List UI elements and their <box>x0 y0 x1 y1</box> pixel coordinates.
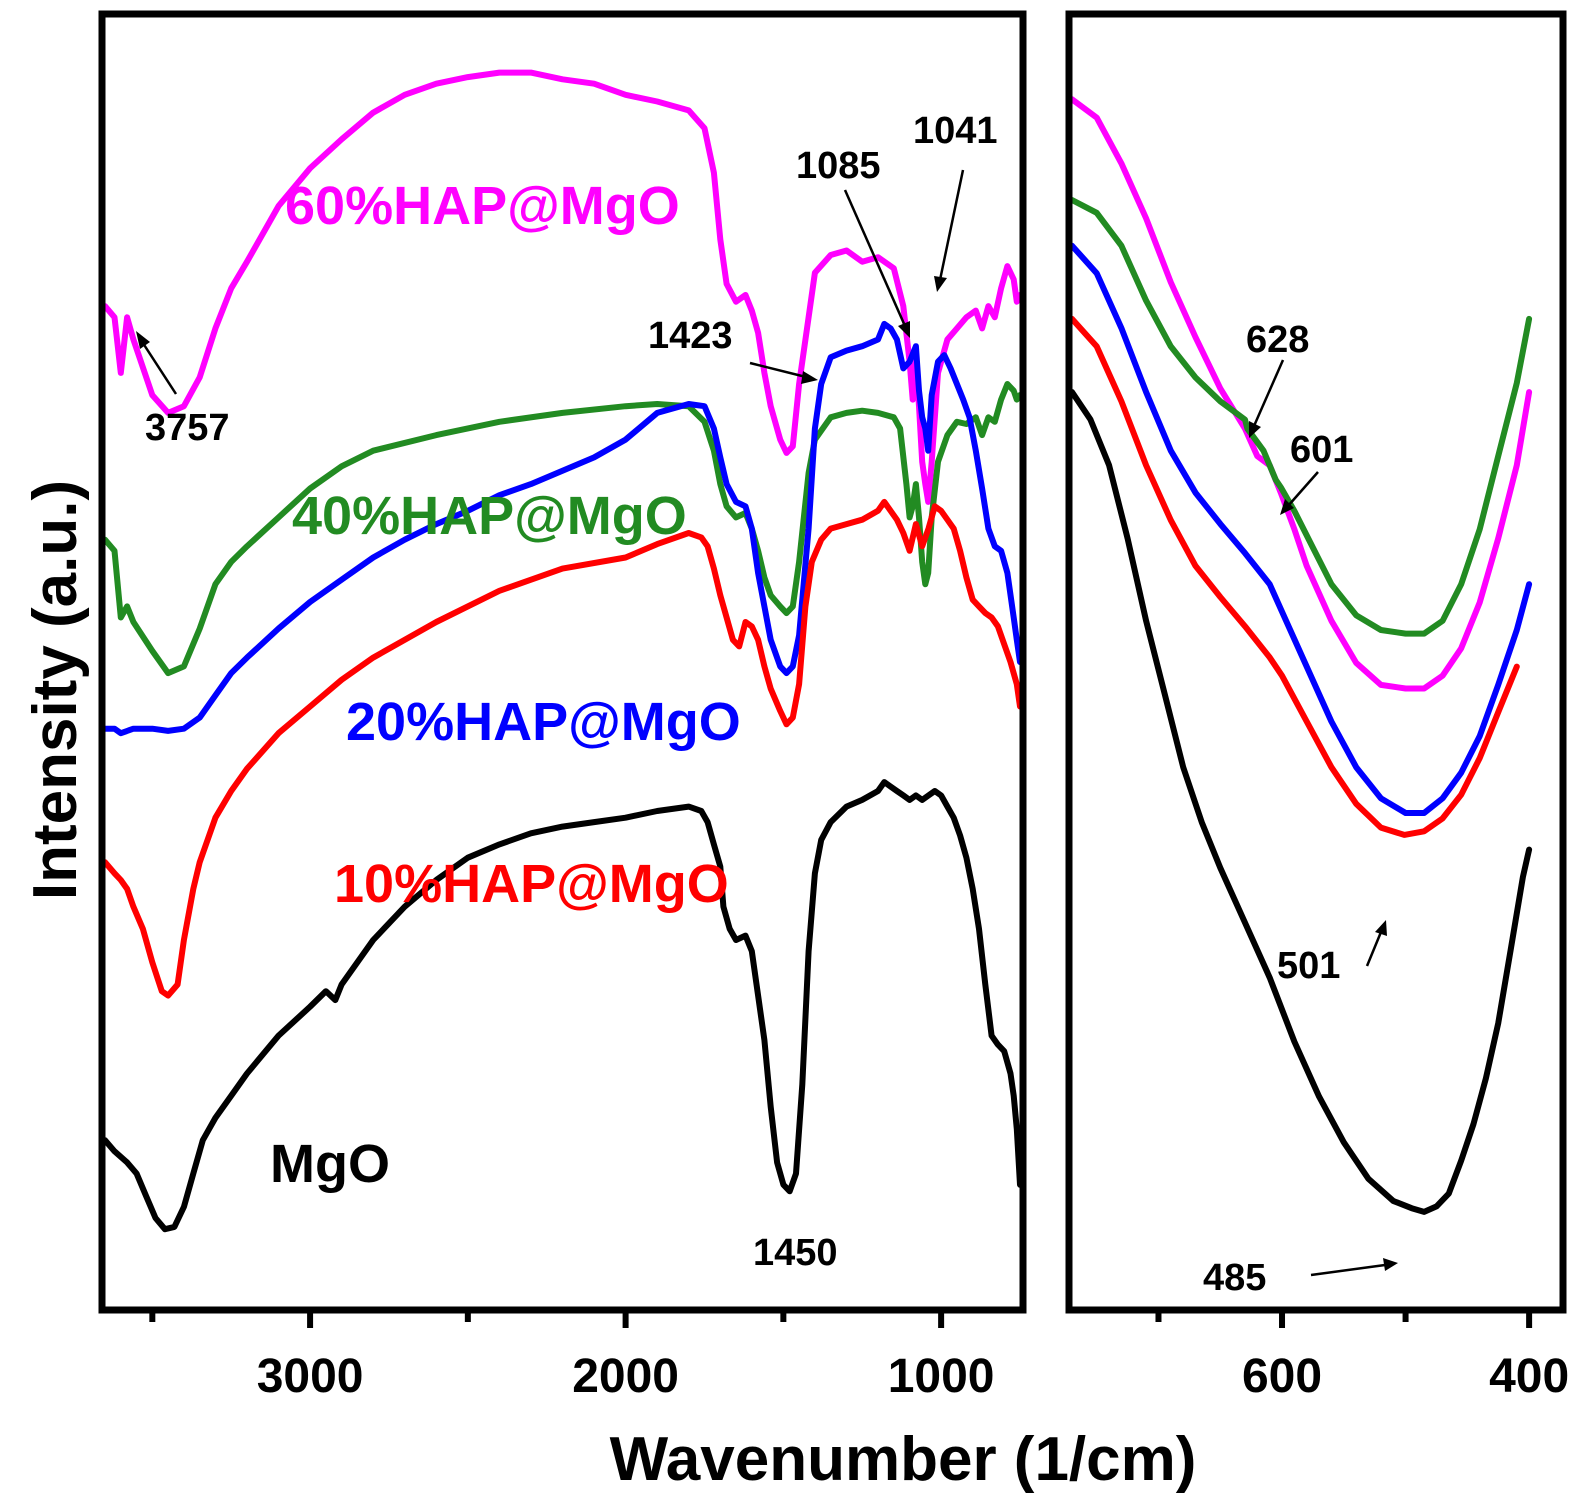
y-axis-title: Intensity (a.u.) <box>21 480 90 900</box>
annotation-1041: 1041 <box>913 110 998 292</box>
left-tick-label-1000: 1000 <box>888 1350 995 1403</box>
left-series-mgo <box>102 779 1023 1233</box>
annotation-601-label: 601 <box>1290 429 1353 471</box>
annotation-485: 485 <box>1203 1257 1398 1299</box>
x-axis-title: Wavenumber (1/cm) <box>610 1425 1197 1494</box>
left-series-60-hap-mgo <box>102 69 1023 505</box>
annotation-601: 601 <box>1280 429 1353 515</box>
annotation-628: 628 <box>1246 319 1309 438</box>
right-panel-series <box>1069 96 1533 1215</box>
right-panel-frame <box>1065 10 1567 1314</box>
left-series-10-hap-mgo <box>102 498 1023 999</box>
annotation-1085-label: 1085 <box>796 145 881 187</box>
right-series-40-hap-mgo <box>1069 197 1533 637</box>
annotation-3757: 3757 <box>136 331 230 449</box>
annotation-1085: 1085 <box>796 145 910 338</box>
annotation-3757-label: 3757 <box>145 407 230 449</box>
series-label-60: 60%HAP@MgO <box>285 176 680 236</box>
series-label-20: 20%HAP@MgO <box>346 692 741 752</box>
annotation-485-label: 485 <box>1203 1257 1266 1299</box>
right-series-20-hap-mgo <box>1069 242 1533 816</box>
left-tick-label-3000: 3000 <box>257 1350 364 1403</box>
right-tick-label-400: 400 <box>1489 1350 1569 1403</box>
annotation-1423: 1423 <box>648 315 818 384</box>
annotation-1450-label: 1450 <box>753 1232 838 1274</box>
annotation-501: 501 <box>1277 920 1387 987</box>
series-label-mgo: MgO <box>270 1134 390 1194</box>
annotation-1041-label: 1041 <box>913 110 998 152</box>
left-panel-series <box>102 69 1023 1233</box>
right-series-mgo <box>1069 389 1533 1215</box>
left-panel-frame <box>98 10 1027 1314</box>
annotation-501-label: 501 <box>1277 945 1340 987</box>
annotation-628-label: 628 <box>1246 319 1309 361</box>
right-series-60-hap-mgo <box>1069 96 1533 692</box>
right-tick-label-600: 600 <box>1242 1350 1322 1403</box>
left-tick-label-2000: 2000 <box>572 1350 679 1403</box>
annotation-1423-label: 1423 <box>648 315 733 357</box>
series-label-10: 10%HAP@MgO <box>334 854 729 914</box>
right-series-10-hap-mgo <box>1069 315 1520 838</box>
left-x-axis-ticks: 3000 2000 1000 <box>149 1310 995 1403</box>
series-label-40: 40%HAP@MgO <box>292 486 687 546</box>
left-series-40-hap-mgo <box>102 381 1023 677</box>
left-series-20-hap-mgo <box>102 320 1023 737</box>
right-x-axis-ticks: 600 400 <box>1155 1310 1569 1403</box>
